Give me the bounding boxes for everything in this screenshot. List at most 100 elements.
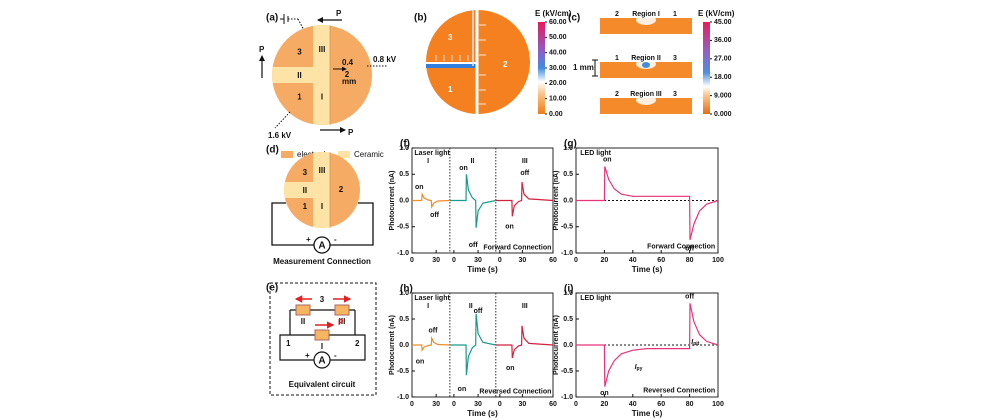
x-tick-label: 100	[712, 401, 724, 408]
x-axis-label: Time (s)	[467, 265, 498, 274]
y-tick-label: 1.0	[563, 290, 573, 297]
colorbar-tick-label: 40.00	[549, 50, 567, 57]
annotation: Laser light	[414, 295, 450, 302]
region-label: 1	[303, 202, 308, 211]
annotation: on	[505, 224, 514, 231]
data-line	[495, 182, 554, 217]
ceramic	[284, 182, 313, 198]
polarization-label: P	[338, 318, 344, 327]
annotation: off	[428, 327, 438, 334]
element	[334, 304, 350, 316]
region-label: I	[321, 202, 323, 211]
circuit-wire	[271, 202, 374, 246]
annotation: Reversed Connection	[643, 388, 715, 395]
field-spot	[636, 15, 656, 25]
x-tick-label: 80	[686, 257, 694, 264]
region-label: 1	[448, 85, 453, 94]
annotation: LED light	[580, 295, 611, 302]
colorbar-title: E (kV/cm)	[535, 9, 572, 18]
colorbar-tick-label: 60.00	[549, 19, 567, 26]
y-tick-label: -1.0	[561, 394, 573, 401]
annotation: off	[520, 170, 530, 177]
y-tick-label: 0.0	[563, 197, 573, 204]
y-axis-label: Photocurrent (nA)	[389, 171, 396, 231]
terminal-sign: -	[334, 235, 337, 244]
annotation: Laser light	[414, 150, 450, 157]
annotation-subscript: py	[637, 366, 643, 372]
strip-label: Region III	[630, 91, 662, 98]
annotation: off	[685, 293, 695, 300]
polarization-label: P	[348, 128, 354, 137]
strip-label: 2	[615, 11, 619, 18]
terminal-label: 1	[286, 339, 291, 348]
x-tick-label: 0	[498, 401, 502, 408]
region-label: 2	[339, 185, 344, 194]
element	[314, 329, 330, 341]
x-tick-label: 0	[452, 401, 456, 408]
x-tick-label: 0	[410, 401, 414, 408]
gap-unit: mm	[342, 77, 356, 86]
colorbar	[538, 22, 545, 114]
y-tick-label: -1.0	[397, 250, 409, 257]
caption: Measurement Connection	[273, 257, 371, 266]
annotation: off	[474, 308, 484, 315]
x-tick-label: 60	[657, 401, 665, 408]
ceramic	[313, 25, 330, 125]
lead	[274, 111, 291, 129]
colorbar-title: E (kV/cm)	[698, 9, 735, 18]
colorbar-tick-label: 27.00	[714, 56, 732, 63]
annotation: on	[506, 365, 515, 372]
region-label: 2	[345, 70, 350, 79]
panel-label: (g)	[564, 139, 577, 150]
annotation: Ipy	[635, 364, 643, 372]
x-tick-label: 40	[629, 401, 637, 408]
region-label: 2	[503, 60, 508, 69]
plot-frame	[411, 147, 554, 254]
annotation: on	[415, 184, 424, 191]
voltage: 1.6 kV	[268, 131, 292, 140]
colorbar-tick-label: 45.00	[714, 19, 732, 26]
x-tick-label: 30	[432, 257, 440, 264]
ammeter	[313, 236, 331, 254]
annotation: on	[458, 386, 467, 393]
annotation: on	[603, 156, 612, 163]
x-tick-label: 0	[498, 257, 502, 264]
x-tick-label: 40	[629, 257, 637, 264]
y-tick-label: -0.5	[397, 368, 409, 375]
y-tick-label: -1.0	[561, 250, 573, 257]
gap-value: 0.4	[342, 58, 354, 67]
annotation: on	[416, 358, 425, 365]
data-line	[412, 335, 450, 353]
y-tick-label: 0.5	[563, 316, 573, 323]
x-tick-label: 30	[474, 401, 482, 408]
caption: Equivalent circuit	[289, 380, 356, 389]
region-label: III	[319, 45, 326, 54]
x-tick-label: 30	[518, 257, 526, 264]
y-tick-label: 1.0	[399, 290, 409, 297]
field-spot	[636, 95, 656, 105]
y-tick-label: 0.5	[399, 171, 409, 178]
region-label: II	[303, 186, 307, 195]
data-line	[449, 313, 496, 376]
colorbar-tick-label: 36.00	[714, 37, 732, 44]
panel-label: (a)	[266, 13, 278, 24]
x-tick-label: 60	[549, 257, 557, 264]
panel-label: (b)	[414, 13, 427, 24]
x-tick-label: 30	[432, 401, 440, 408]
y-axis-label: Photocurrent (nA)	[553, 315, 560, 375]
panel-label: (f)	[400, 139, 410, 150]
terminal-label: 2	[355, 339, 360, 348]
ground-symbol	[280, 14, 306, 33]
y-tick-label: -0.5	[561, 224, 573, 231]
legend-swatch	[281, 151, 293, 158]
x-tick-label: 60	[549, 401, 557, 408]
annotation: off	[685, 246, 695, 253]
annotation: Reversed Connection	[479, 389, 551, 396]
x-tick-label: 0	[410, 257, 414, 264]
y-tick-label: 1.0	[399, 145, 409, 152]
panel-label: (e)	[266, 283, 278, 294]
data-line	[495, 325, 554, 359]
y-tick-label: 0.0	[399, 342, 409, 349]
field-strip	[600, 98, 692, 114]
strip-label: 3	[673, 91, 677, 98]
